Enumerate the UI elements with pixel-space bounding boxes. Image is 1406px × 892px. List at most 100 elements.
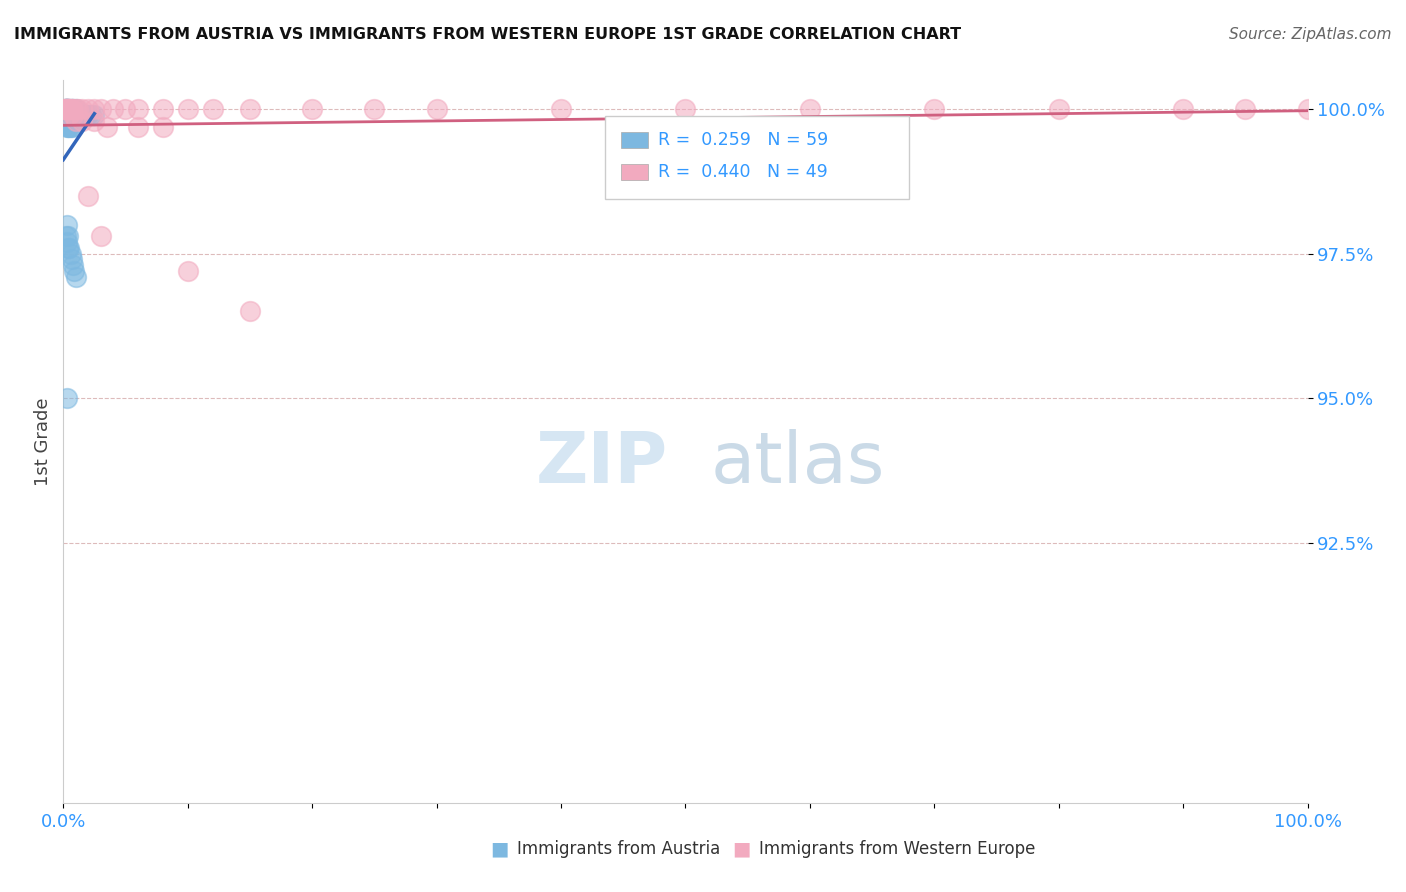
Point bbox=[90, 102, 112, 116]
Point bbox=[63, 264, 86, 278]
Point bbox=[63, 108, 86, 122]
Point bbox=[65, 102, 87, 116]
Point bbox=[53, 102, 76, 116]
Point bbox=[127, 102, 149, 116]
Point bbox=[53, 102, 76, 116]
Point bbox=[1234, 102, 1257, 116]
Point bbox=[58, 108, 80, 122]
Point bbox=[58, 229, 80, 244]
Point bbox=[56, 113, 79, 128]
Point bbox=[83, 108, 105, 122]
Point bbox=[56, 102, 79, 116]
Point bbox=[56, 102, 79, 116]
Point bbox=[56, 391, 79, 405]
Point bbox=[56, 218, 79, 232]
Point bbox=[58, 120, 80, 134]
Text: atlas: atlas bbox=[710, 429, 884, 498]
Point bbox=[1047, 102, 1070, 116]
Text: Immigrants from Austria: Immigrants from Austria bbox=[517, 840, 721, 858]
Point bbox=[239, 304, 262, 318]
Point bbox=[69, 108, 91, 122]
FancyBboxPatch shape bbox=[605, 117, 910, 200]
Point bbox=[239, 102, 262, 116]
Point bbox=[58, 108, 80, 122]
Point bbox=[83, 113, 105, 128]
Point bbox=[75, 108, 97, 122]
Text: R =  0.440   N = 49: R = 0.440 N = 49 bbox=[658, 163, 828, 181]
Point bbox=[69, 108, 91, 122]
Text: ■: ■ bbox=[731, 839, 751, 859]
Point bbox=[201, 102, 224, 116]
Point bbox=[59, 102, 82, 116]
Point bbox=[77, 189, 100, 203]
Point bbox=[60, 102, 83, 116]
Point bbox=[67, 108, 90, 122]
Point bbox=[65, 113, 87, 128]
Point bbox=[55, 102, 77, 116]
Text: Immigrants from Western Europe: Immigrants from Western Europe bbox=[759, 840, 1036, 858]
Text: R =  0.259   N = 59: R = 0.259 N = 59 bbox=[658, 131, 828, 149]
Point bbox=[55, 108, 77, 122]
Point bbox=[70, 102, 93, 116]
Point bbox=[56, 120, 79, 134]
Point bbox=[152, 102, 174, 116]
Point bbox=[60, 108, 83, 122]
Point bbox=[73, 108, 96, 122]
Point bbox=[56, 108, 79, 122]
Point bbox=[58, 102, 80, 116]
Point bbox=[58, 108, 80, 122]
Point bbox=[114, 102, 136, 116]
Point bbox=[66, 108, 89, 122]
Point bbox=[177, 102, 200, 116]
Point bbox=[58, 120, 80, 134]
Point bbox=[53, 102, 76, 116]
Text: ZIP: ZIP bbox=[536, 429, 668, 498]
Point bbox=[58, 102, 80, 116]
Point bbox=[72, 108, 94, 122]
Point bbox=[56, 235, 79, 249]
Point bbox=[96, 120, 118, 134]
Point bbox=[363, 102, 385, 116]
Point bbox=[924, 102, 946, 116]
Point bbox=[67, 102, 90, 116]
Point bbox=[55, 102, 77, 116]
Point bbox=[79, 108, 101, 122]
Bar bbox=[620, 132, 648, 148]
Point bbox=[426, 102, 449, 116]
Point bbox=[55, 102, 77, 116]
Point bbox=[59, 246, 82, 260]
Point bbox=[77, 108, 100, 122]
Point bbox=[56, 102, 79, 116]
Point bbox=[70, 113, 93, 128]
Point bbox=[56, 102, 79, 116]
Point bbox=[55, 229, 77, 244]
Point bbox=[60, 102, 83, 116]
Point bbox=[58, 241, 80, 255]
Point bbox=[101, 102, 124, 116]
Point bbox=[65, 108, 87, 122]
Point bbox=[58, 102, 80, 116]
Point bbox=[59, 120, 82, 134]
Point bbox=[62, 258, 84, 272]
Point bbox=[177, 264, 200, 278]
Bar bbox=[620, 164, 648, 180]
Point bbox=[59, 108, 82, 122]
Text: ■: ■ bbox=[489, 839, 509, 859]
Point bbox=[550, 102, 572, 116]
Text: Source: ZipAtlas.com: Source: ZipAtlas.com bbox=[1229, 27, 1392, 42]
Point bbox=[55, 102, 77, 116]
Point bbox=[62, 102, 84, 116]
Text: IMMIGRANTS FROM AUSTRIA VS IMMIGRANTS FROM WESTERN EUROPE 1ST GRADE CORRELATION : IMMIGRANTS FROM AUSTRIA VS IMMIGRANTS FR… bbox=[14, 27, 962, 42]
Point bbox=[58, 102, 80, 116]
Point bbox=[58, 102, 80, 116]
Point bbox=[70, 108, 93, 122]
Point bbox=[56, 108, 79, 122]
Point bbox=[77, 102, 100, 116]
Point bbox=[65, 269, 87, 284]
Point bbox=[301, 102, 323, 116]
Point bbox=[60, 120, 83, 134]
Point bbox=[83, 102, 105, 116]
Point bbox=[58, 102, 80, 116]
Point bbox=[55, 113, 77, 128]
Point bbox=[53, 102, 76, 116]
